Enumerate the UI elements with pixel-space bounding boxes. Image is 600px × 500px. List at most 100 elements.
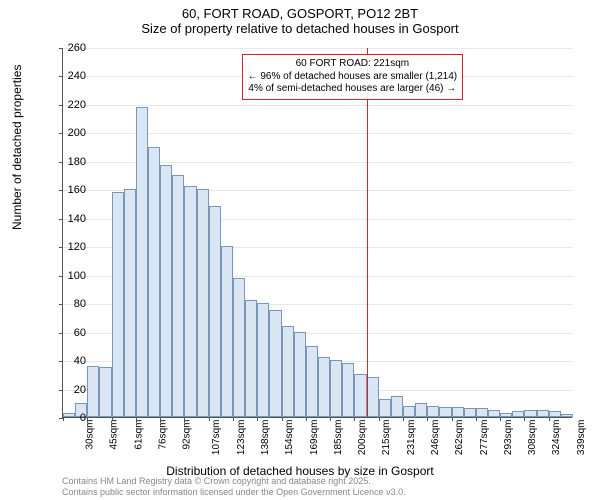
histogram-bar	[63, 413, 75, 417]
xtick-label: 185sqm	[333, 420, 344, 456]
gridline	[63, 105, 573, 106]
histogram-bar	[136, 107, 148, 417]
histogram-bar	[233, 278, 245, 417]
chart-area: 30sqm45sqm61sqm76sqm92sqm107sqm123sqm138…	[62, 48, 572, 418]
callout-line1: 60 FORT ROAD: 221sqm	[248, 58, 458, 71]
xtick-mark	[330, 417, 331, 421]
histogram-bar	[221, 246, 233, 417]
histogram-bar	[160, 165, 172, 417]
ytick-mark	[59, 390, 63, 391]
histogram-bar	[99, 367, 111, 417]
xtick-mark	[63, 417, 64, 421]
histogram-bar	[172, 175, 184, 417]
histogram-bar	[537, 410, 549, 417]
xtick-label: 246sqm	[430, 420, 441, 456]
histogram-bar	[403, 406, 415, 417]
ytick-label: 140	[68, 213, 86, 225]
xtick-label: 61sqm	[133, 420, 144, 450]
xtick-mark	[209, 417, 210, 421]
histogram-bar	[282, 326, 294, 417]
xtick-label: 339sqm	[576, 420, 587, 456]
xtick-label: 92sqm	[182, 420, 193, 450]
ytick-mark	[59, 276, 63, 277]
plot-region: 30sqm45sqm61sqm76sqm92sqm107sqm123sqm138…	[62, 48, 572, 418]
xtick-label: 324sqm	[552, 420, 563, 456]
xtick-mark	[282, 417, 283, 421]
histogram-bar	[391, 396, 403, 417]
xtick-mark	[112, 417, 113, 421]
histogram-bar	[427, 406, 439, 417]
ytick-label: 60	[74, 327, 86, 339]
histogram-bar	[342, 363, 354, 417]
histogram-bar	[184, 186, 196, 417]
ytick-mark	[59, 133, 63, 134]
chart-title-line2: Size of property relative to detached ho…	[0, 21, 600, 36]
histogram-bar	[245, 300, 257, 417]
xtick-label: 215sqm	[382, 420, 393, 456]
xtick-label: 45sqm	[109, 420, 120, 450]
histogram-bar	[257, 303, 269, 417]
xtick-label: 107sqm	[212, 420, 223, 456]
histogram-bar	[415, 403, 427, 417]
ytick-label: 260	[68, 42, 86, 54]
ytick-label: 40	[74, 355, 86, 367]
footer-attribution: Contains HM Land Registry data © Crown c…	[62, 476, 406, 498]
histogram-bar	[197, 189, 209, 417]
histogram-bar	[306, 346, 318, 417]
xtick-mark	[403, 417, 404, 421]
xtick-mark	[549, 417, 550, 421]
ytick-mark	[59, 76, 63, 77]
y-axis-label: Number of detached properties	[10, 65, 24, 230]
ytick-label: 0	[80, 412, 86, 424]
histogram-bar	[464, 408, 476, 417]
ytick-mark	[59, 304, 63, 305]
ytick-mark	[59, 48, 63, 49]
histogram-bar	[452, 407, 464, 417]
xtick-label: 138sqm	[260, 420, 271, 456]
xtick-mark	[306, 417, 307, 421]
histogram-bar	[112, 192, 124, 417]
xtick-mark	[257, 417, 258, 421]
histogram-bar	[354, 374, 366, 417]
xtick-mark	[87, 417, 88, 421]
xtick-mark	[379, 417, 380, 421]
histogram-bar	[330, 360, 342, 417]
ytick-mark	[59, 247, 63, 248]
histogram-bar	[439, 407, 451, 417]
callout-line2: ← 96% of detached houses are smaller (1,…	[248, 71, 458, 84]
xtick-label: 262sqm	[454, 420, 465, 456]
histogram-bar	[549, 411, 561, 417]
histogram-bar	[512, 411, 524, 417]
xtick-mark	[160, 417, 161, 421]
gridline	[63, 48, 573, 49]
ytick-mark	[59, 333, 63, 334]
xtick-label: 200sqm	[357, 420, 368, 456]
xtick-label: 154sqm	[284, 420, 295, 456]
ytick-mark	[59, 361, 63, 362]
ytick-label: 160	[68, 184, 86, 196]
histogram-bar	[476, 408, 488, 417]
histogram-bar	[500, 413, 512, 417]
xtick-label: 169sqm	[309, 420, 320, 456]
ytick-mark	[59, 162, 63, 163]
reference-line	[367, 48, 368, 417]
ytick-mark	[59, 105, 63, 106]
histogram-bar	[294, 332, 306, 417]
histogram-bar	[367, 377, 379, 417]
xtick-label: 231sqm	[406, 420, 417, 456]
histogram-bar	[318, 357, 330, 417]
xtick-label: 123sqm	[236, 420, 247, 456]
ytick-label: 120	[68, 241, 86, 253]
ytick-mark	[59, 190, 63, 191]
histogram-bar	[124, 189, 136, 417]
ytick-label: 100	[68, 270, 86, 282]
xtick-label: 30sqm	[85, 420, 96, 450]
callout-line3: 4% of semi-detached houses are larger (4…	[248, 83, 458, 96]
xtick-mark	[524, 417, 525, 421]
ytick-mark	[59, 219, 63, 220]
xtick-mark	[500, 417, 501, 421]
histogram-bar	[524, 410, 536, 417]
histogram-bar	[87, 366, 99, 417]
callout-box: 60 FORT ROAD: 221sqm← 96% of detached ho…	[242, 54, 464, 100]
chart-title-line1: 60, FORT ROAD, GOSPORT, PO12 2BT	[0, 6, 600, 21]
